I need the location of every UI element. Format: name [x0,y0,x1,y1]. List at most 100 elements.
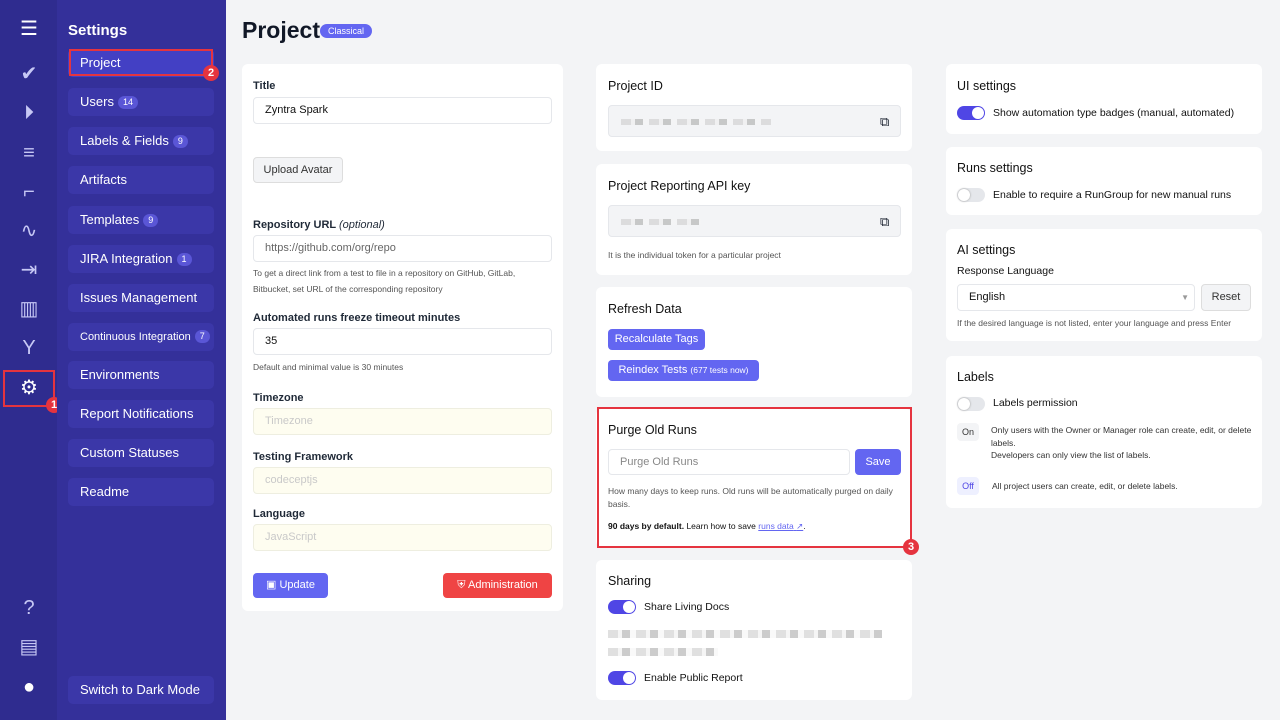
runs-settings-title: Runs settings [957,161,1033,175]
timezone-input[interactable]: Timezone [253,408,552,435]
repo-label: Repository URL (optional) [253,219,385,231]
automation-badges-label: Show automation type badges (manual, aut… [993,107,1235,119]
learn-text: Learn how to save [686,521,756,531]
framework-input[interactable]: codeceptjs [253,467,552,494]
count-badge: 7 [194,330,210,343]
branch-icon[interactable]: Y [22,337,36,359]
label: Custom Statuses [80,445,179,460]
label: Labels & Fields [80,133,169,148]
highlight-purge [597,407,912,548]
update-button[interactable]: ▣ Update [253,573,328,598]
link-text: runs data [758,521,794,531]
pulse-icon[interactable]: ∿ [20,220,38,242]
play-circle-icon[interactable]: ⏵ [24,102,34,124]
label: Continuous Integration [80,331,191,343]
freeze-timeout-input[interactable]: 35 [253,328,552,355]
label: Artifacts [80,172,127,187]
copy-icon[interactable]: ⧉ [880,214,890,229]
reset-button[interactable]: Reset [1201,284,1251,311]
sidebar-title: Settings [68,22,128,39]
language-input[interactable]: JavaScript [253,524,552,551]
framework-label: Testing Framework [253,451,354,463]
sidebar-item-users[interactable]: Users 14 [68,88,214,116]
main-content: Project Classical Title Zyntra Spark Upl… [226,0,1280,720]
rungroup-toggle[interactable] [957,188,985,202]
redacted-link [608,630,882,638]
steps-icon[interactable]: ⌐ [23,181,35,203]
repo-label-text: Repository URL [253,219,336,231]
check-icon[interactable]: ✔ [20,63,38,85]
count-badge: 14 [117,96,138,109]
api-key-card: Project Reporting API key ⧉ It is the in… [596,164,912,275]
sidebar-item-issues[interactable]: Issues Management [68,284,214,312]
label: Administration [468,579,538,591]
label: Project [80,55,121,70]
import-icon[interactable]: ⇥ [20,259,38,281]
automation-badges-toggle[interactable] [957,106,985,120]
reindex-tests-button[interactable]: Reindex Tests (677 tests now) [608,360,759,381]
labels-permission-label: Labels permission [993,397,1078,409]
purge-runs-card: Purge Old Runs Purge Old Runs Save How m… [596,409,912,547]
response-language-label: Response Language [957,265,1054,277]
external-link-icon: ↗ [796,521,804,531]
chart-icon[interactable]: ▥ [19,298,39,320]
save-icon: ▣ [266,579,280,591]
label: Readme [80,484,130,499]
list-check-icon[interactable]: ≡ [23,142,35,164]
avatar-icon[interactable]: ● [22,676,36,698]
upload-avatar-button[interactable]: Upload Avatar [253,157,343,183]
sidebar-item-project[interactable]: Project [68,49,214,77]
project-form-card: Title Zyntra Spark Upload Avatar Reposit… [242,64,563,611]
tests-count: (677 tests now) [690,365,749,375]
help-icon[interactable]: ? [23,597,35,619]
project-id-field[interactable] [608,105,901,137]
sidebar-item-readme[interactable]: Readme [68,478,214,506]
sidebar-item-environments[interactable]: Environments [68,361,214,389]
repo-help: To get a direct link from a test to file… [253,268,516,294]
title-input[interactable]: Zyntra Spark [253,97,552,124]
recalculate-tags-button[interactable]: Recalculate Tags [608,329,705,350]
response-language-select[interactable]: English ▼ [957,284,1195,311]
redacted-key [621,219,701,225]
on-text: Only users with the Owner or Manager rol… [991,425,1252,448]
label: Report Notifications [80,406,194,421]
public-report-toggle[interactable] [608,671,636,685]
sidebar-item-jira[interactable]: JIRA Integration 1 [68,245,214,273]
project-id-card: Project ID ⧉ [596,64,912,151]
sidebar-item-templates[interactable]: Templates 9 [68,206,214,234]
share-living-docs-toggle[interactable] [608,600,636,614]
menu-icon[interactable]: ☰ [20,18,38,40]
sidebar-item-labels-fields[interactable]: Labels & Fields 9 [68,127,214,155]
ai-help: If the desired language is not listed, e… [957,318,1232,328]
label: Users [80,94,114,109]
purge-title: Purge Old Runs [608,423,697,437]
administration-button[interactable]: ⛨ Administration [443,573,552,598]
on-text-2: Developers can only view the list of lab… [991,450,1151,460]
repo-url-input[interactable]: https://github.com/org/repo [253,235,552,262]
copy-icon[interactable]: ⧉ [880,114,890,129]
sharing-title: Sharing [608,574,652,588]
labels-permission-toggle[interactable] [957,397,985,411]
language-label: Language [253,508,305,520]
sidebar-item-artifacts[interactable]: Artifacts [68,166,214,194]
sidebar-item-report-notifications[interactable]: Report Notifications [68,400,214,428]
purge-days-input[interactable]: Purge Old Runs [608,449,850,475]
settings-sidebar: Settings Project Users 14 Labels & Fields… [57,0,226,720]
folder-icon[interactable]: ▤ [19,636,39,658]
sidebar-item-custom-statuses[interactable]: Custom Statuses [68,439,214,467]
refresh-title: Refresh Data [608,302,682,316]
runs-data-link[interactable]: runs data ↗ [758,521,803,531]
freeze-label: Automated runs freeze timeout minutes [253,312,461,324]
label: JIRA Integration [80,251,173,266]
sidebar-item-ci[interactable]: Continuous Integration 7 [68,323,214,351]
api-key-field[interactable] [608,205,901,237]
project-type-badge: Classical [320,24,373,38]
api-key-help: It is the individual token for a particu… [608,250,781,260]
dark-mode-toggle[interactable]: Switch to Dark Mode [68,676,214,704]
purge-save-button[interactable]: Save [855,449,901,475]
runs-settings-card: Runs settings Enable to require a RunGro… [946,147,1262,215]
share-living-docs-label: Share Living Docs [644,601,730,613]
gear-icon[interactable]: ⚙ [20,377,38,399]
redacted-link [608,648,718,656]
label: Templates [80,212,140,227]
